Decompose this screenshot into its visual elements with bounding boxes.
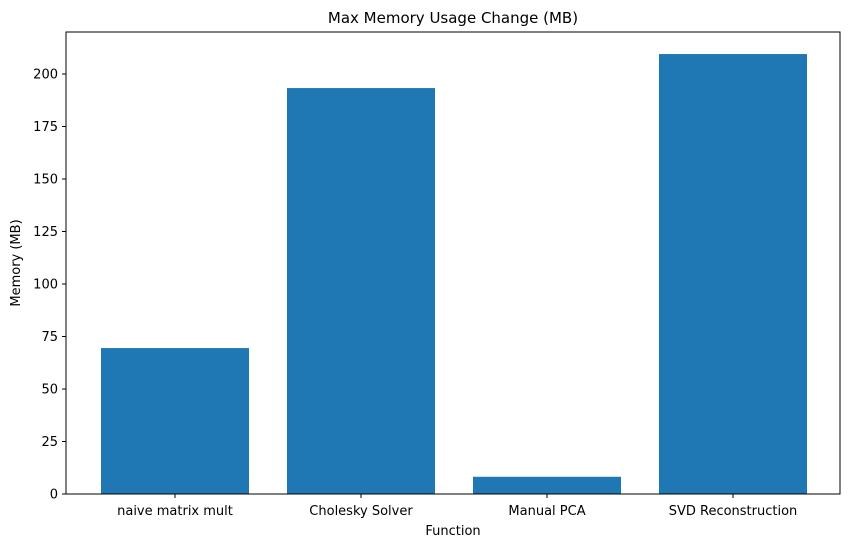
x-tick-label: Manual PCA: [508, 504, 585, 519]
x-tick-label: Cholesky Solver: [309, 504, 413, 519]
y-tick-label: 0: [50, 488, 58, 503]
bar-cholesky-solver: [287, 88, 435, 494]
y-tick-label: 75: [41, 330, 58, 345]
axes-frame: [65, 31, 841, 495]
y-tick-label: 200: [33, 68, 58, 83]
x-axis: naive matrix mult Cholesky Solver Manual P…: [117, 494, 797, 519]
x-tick-label: naive matrix mult: [117, 504, 233, 519]
y-axis-label: Memory (MB): [9, 219, 24, 306]
y-tick-label: 175: [33, 120, 58, 135]
bar-manual-pca: [473, 476, 621, 494]
y-tick-label: 100: [33, 278, 58, 293]
y-axis: 0 25 50 75 100 125 150 175 200: [33, 68, 66, 503]
chart-title: Max Memory Usage Change (MB): [328, 9, 578, 27]
y-tick-label: 150: [33, 173, 58, 188]
x-axis-label: Function: [425, 524, 480, 539]
y-tick-label: 25: [41, 435, 58, 450]
bar-naive-matrix-mult: [101, 348, 249, 494]
y-tick-label: 125: [33, 225, 58, 240]
plot-area: [101, 54, 807, 495]
bar-svd-reconstruction: [659, 54, 807, 495]
x-tick-label: SVD Reconstruction: [669, 504, 798, 519]
y-tick-label: 50: [41, 383, 58, 398]
